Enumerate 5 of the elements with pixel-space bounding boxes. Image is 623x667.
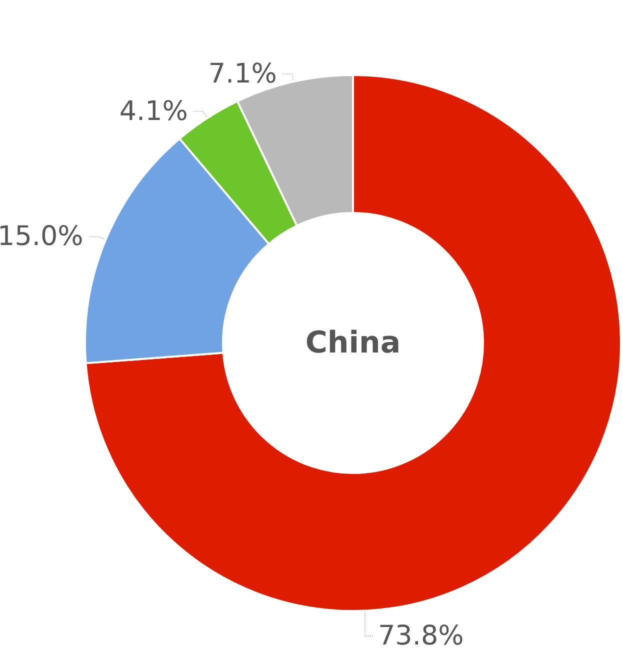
text: China xyxy=(305,326,401,360)
data-label: 73.8% xyxy=(378,620,464,652)
data-label: 4.1% xyxy=(119,96,188,127)
data-label: 15.0% xyxy=(0,221,84,252)
data-label: 7.1% xyxy=(208,58,277,90)
